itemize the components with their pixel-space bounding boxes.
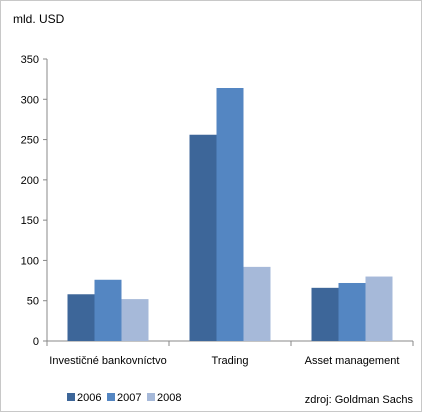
bar-2006 (189, 134, 217, 341)
y-tick-label: 250 (21, 135, 39, 147)
legend-label: 2006 (77, 392, 101, 404)
legend-label: 2007 (117, 392, 141, 404)
bar-2007 (216, 88, 244, 342)
bar-2007 (338, 282, 366, 341)
y-tick-label: 300 (21, 94, 39, 106)
legend: 2006 2007 2008 (67, 392, 181, 404)
y-tick-label: 100 (21, 255, 39, 267)
bar-2008 (121, 299, 149, 341)
bar-2006 (67, 294, 95, 341)
bar-2006 (311, 287, 339, 341)
y-axis: 0 50 100 150 200 250 300 350 (21, 54, 48, 348)
category-label: Trading (212, 355, 249, 367)
category-label: Investičné bankovníctvo (49, 355, 166, 367)
legend-swatch (107, 393, 115, 401)
bar-2008 (243, 266, 271, 341)
y-tick-label: 50 (27, 296, 39, 308)
legend-label: 2008 (157, 392, 181, 404)
source-note: zdroj: Goldman Sachs (305, 394, 414, 406)
y-tick-label: 200 (21, 175, 39, 187)
y-tick-label: 150 (21, 215, 39, 227)
bar-2007 (94, 279, 122, 341)
category-label: Asset management (305, 355, 400, 367)
bars (67, 88, 393, 342)
unit-label: mld. USD (13, 12, 65, 26)
legend-swatch (147, 393, 155, 401)
y-tick-label: 0 (33, 336, 39, 348)
y-tick-label: 350 (21, 54, 39, 66)
x-axis: Investičné bankovníctvo Trading Asset mana… (46, 340, 414, 367)
bar-2008 (365, 276, 393, 341)
legend-swatch (67, 393, 75, 401)
